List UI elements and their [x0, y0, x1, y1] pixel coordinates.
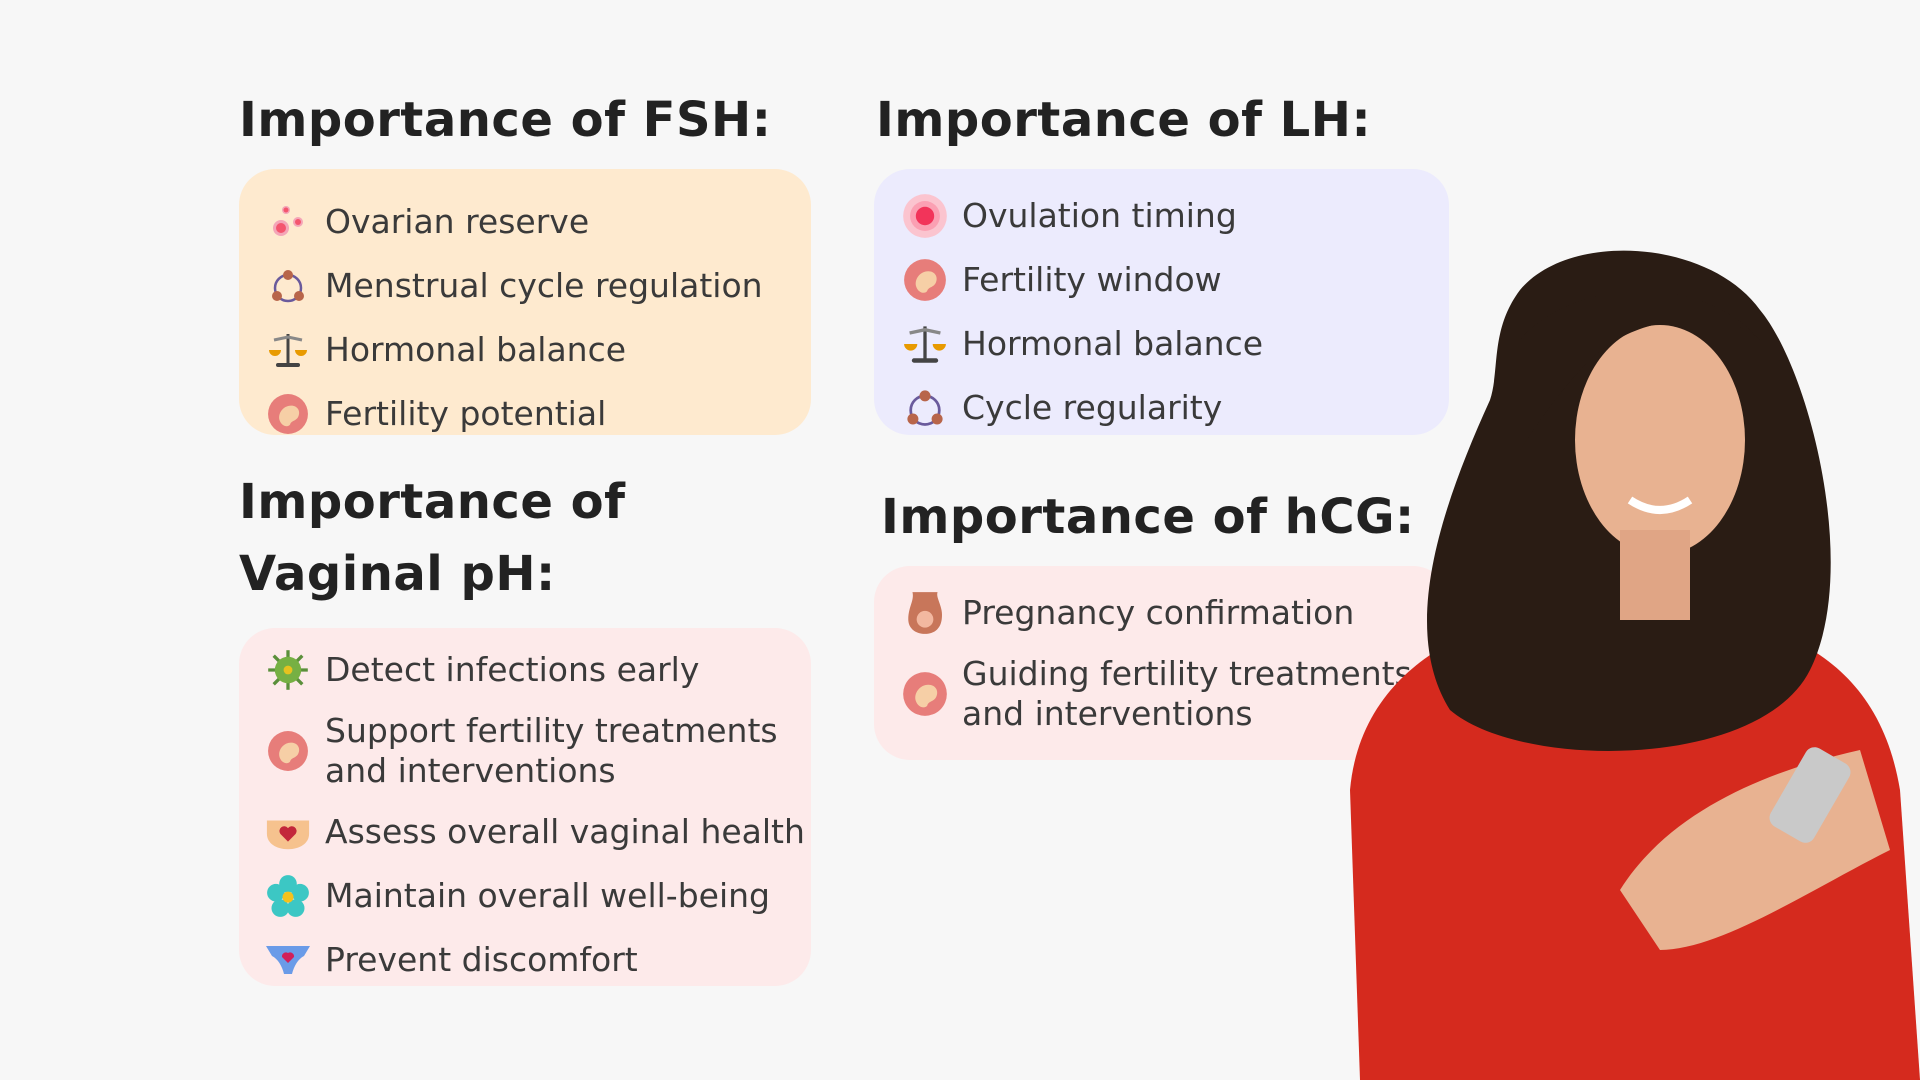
list-item: Pregnancy confirmation: [902, 590, 1449, 636]
item-label: Detect infections early: [325, 650, 700, 689]
list-item: Guiding fertility treatments and interve…: [902, 654, 1449, 734]
item-label: Maintain overall well-being: [325, 876, 770, 915]
item-label: Pregnancy confirmation: [962, 593, 1355, 632]
cycle-icon: [902, 385, 948, 431]
item-label: Support fertility treatments and interve…: [325, 711, 778, 790]
list-item: Maintain overall well-being: [265, 873, 811, 919]
pregnancy-icon: [902, 590, 948, 636]
cycle-icon: [265, 263, 311, 309]
ph-card: Detect infections early Support fertilit…: [239, 628, 811, 986]
virus-icon: [265, 647, 311, 693]
item-label: Ovulation timing: [962, 196, 1237, 235]
item-label: Hormonal balance: [962, 324, 1264, 363]
egg-cell-icon: [902, 193, 948, 239]
list-item: Prevent discomfort: [265, 937, 811, 983]
item-label: Fertility potential: [325, 394, 607, 433]
list-item: Detect infections early: [265, 647, 811, 693]
ovary-cells-icon: [265, 199, 311, 245]
lh-card: Ovulation timing Fertility window Hormon…: [874, 169, 1449, 435]
ph-title-line1: Importance of: [239, 474, 626, 530]
list-item: Hormonal balance: [902, 321, 1449, 367]
list-item: Support fertility treatments and interve…: [265, 711, 811, 791]
item-label: Ovarian reserve: [325, 202, 590, 241]
lh-title: Importance of LH:: [876, 92, 1372, 148]
underwear-heart-icon: [265, 937, 311, 983]
item-label: Menstrual cycle regulation: [325, 266, 763, 305]
balance-scale-icon: [265, 327, 311, 373]
fsh-title: Importance of FSH:: [239, 92, 772, 148]
item-label: Hormonal balance: [325, 330, 627, 369]
balance-scale-icon: [902, 321, 948, 367]
item-label: Cycle regularity: [962, 388, 1223, 427]
ph-title-line2: Vaginal pH:: [239, 546, 556, 602]
item-label: Fertility window: [962, 260, 1222, 299]
item-label: Assess overall vaginal health: [325, 812, 805, 851]
list-item: Assess overall vaginal health: [265, 809, 811, 855]
item-label: Prevent discomfort: [325, 940, 638, 979]
fetus-icon: [902, 671, 948, 717]
smiling-woman-with-phone-photo: [1350, 250, 1920, 1080]
list-item: Fertility potential: [265, 391, 811, 437]
list-item: Ovarian reserve: [265, 199, 811, 245]
heart-health-icon: [265, 809, 311, 855]
fsh-card: Ovarian reserve Menstrual cycle regulati…: [239, 169, 811, 435]
fetus-icon: [265, 728, 311, 774]
hcg-card: Pregnancy confirmation Guiding fertility…: [874, 566, 1449, 760]
list-item: Ovulation timing: [902, 193, 1449, 239]
list-item: Menstrual cycle regulation: [265, 263, 811, 309]
hcg-title: Importance of hCG:: [881, 489, 1415, 545]
fetus-icon: [265, 391, 311, 437]
list-item: Fertility window: [902, 257, 1449, 303]
item-label: Guiding fertility treatments and interve…: [962, 654, 1412, 733]
flower-icon: [265, 873, 311, 919]
ph-title: Importance of Vaginal pH:: [239, 466, 625, 610]
list-item: Cycle regularity: [902, 385, 1449, 431]
fetus-icon: [902, 257, 948, 303]
list-item: Hormonal balance: [265, 327, 811, 373]
